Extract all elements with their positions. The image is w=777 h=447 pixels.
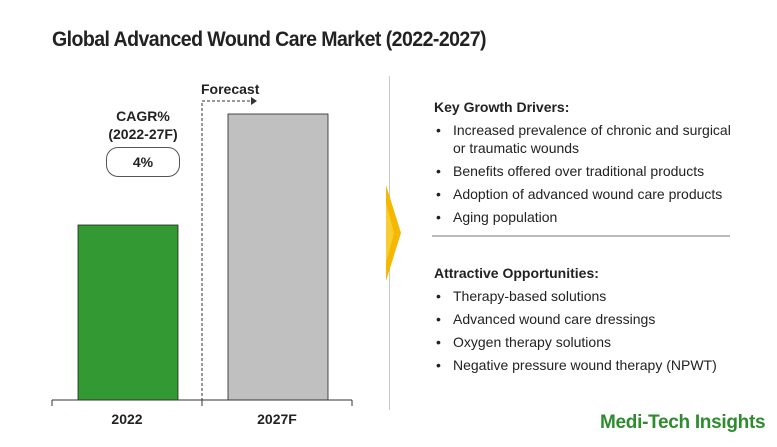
list-item: Benefits offered over traditional produc… — [434, 162, 734, 180]
attractive-opportunities-panel: Attractive Opportunities: Therapy-based … — [434, 265, 734, 379]
bar-chart: 2022 2027F — [51, 97, 353, 427]
list-item: Oxygen therapy solutions — [434, 333, 734, 351]
key-growth-drivers-panel: Key Growth Drivers: Increased prevalence… — [434, 99, 734, 231]
opportunities-list: Therapy-based solutions Advanced wound c… — [434, 287, 734, 374]
cagr-label-text: CAGR% — [116, 108, 170, 124]
arrow-highlight — [386, 203, 394, 263]
list-item: Increased prevalence of chronic and surg… — [434, 121, 734, 157]
list-item: Advanced wound care dressings — [434, 310, 734, 328]
x-tick-label: 2027F — [257, 411, 297, 427]
drivers-list: Increased prevalence of chronic and surg… — [434, 121, 734, 226]
page-title: Global Advanced Wound Care Market (2022-… — [52, 28, 487, 51]
list-item: Therapy-based solutions — [434, 287, 734, 305]
list-item: Adoption of advanced wound care products — [434, 185, 734, 203]
drivers-heading: Key Growth Drivers: — [434, 99, 570, 115]
list-item: Negative pressure wound therapy (NPWT) — [434, 356, 734, 374]
forecast-arrowhead-icon — [251, 97, 257, 105]
cagr-value-badge: 4% — [106, 147, 180, 177]
cagr-label: CAGR% (2022-27F) — [96, 107, 190, 143]
forecast-label: Forecast — [201, 81, 260, 97]
bar-2027F — [227, 113, 329, 401]
x-tick-label: 2022 — [111, 411, 142, 427]
cagr-period-text: (2022-27F) — [108, 126, 178, 142]
opportunities-heading: Attractive Opportunities: — [434, 265, 599, 281]
bar-2022 — [77, 224, 179, 401]
list-item: Aging population — [434, 208, 734, 226]
section-separator — [432, 235, 730, 237]
forecast-bracket — [201, 100, 254, 406]
brand-logo-text: Medi-Tech Insights — [600, 412, 766, 433]
